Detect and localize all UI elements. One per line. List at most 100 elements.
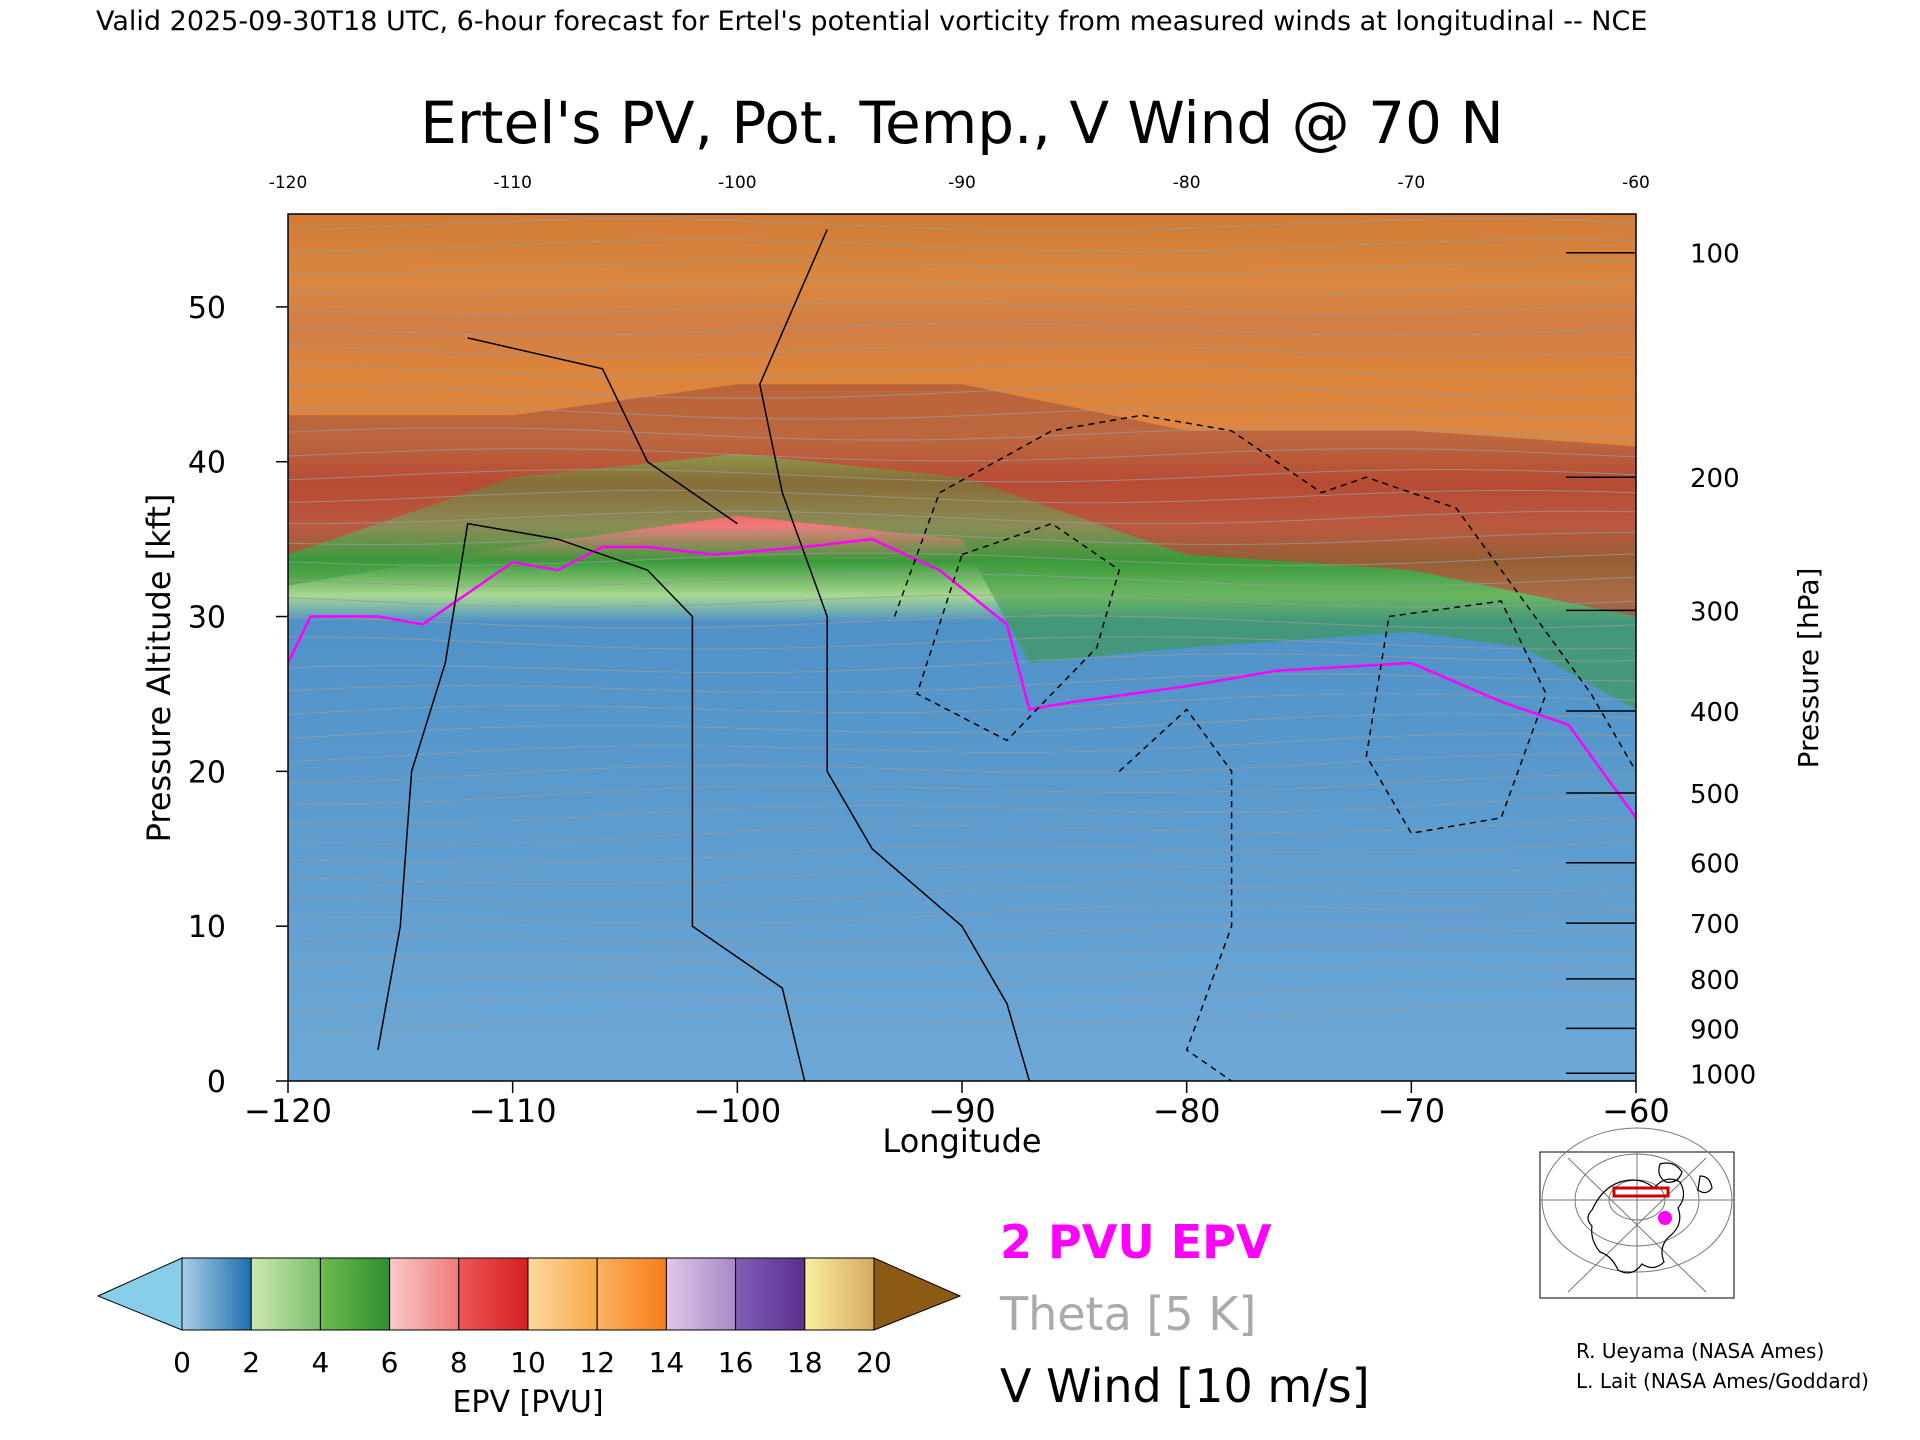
inset-track [1612, 1186, 1670, 1198]
theta-line [288, 364, 1636, 378]
chart-title: Ertel's PV, Pot. Temp., V Wind @ 70 N [420, 89, 1503, 157]
colorbar-tick-label: 4 [311, 1346, 329, 1379]
y-left-tick-label: 20 [188, 755, 226, 790]
y-right-tick-label: 100 [1690, 240, 1740, 270]
x-top-tick-label: -100 [718, 173, 757, 193]
x-top-tick-label: -120 [269, 173, 308, 193]
legend-theta: Theta [5 K] [999, 1287, 1256, 1341]
plot-area [288, 214, 1636, 1081]
colorbar-tick-label: 18 [787, 1346, 823, 1379]
y-axis-left-ticks: 0 10 20 30 40 50 [188, 291, 288, 1100]
v-wind-contours [377, 229, 1636, 1081]
theta-line [288, 904, 1636, 925]
colorbar-tick-label: 10 [510, 1346, 546, 1379]
theta-line [288, 864, 1636, 885]
y-right-tick-label: 200 [1690, 464, 1740, 494]
theta-line [288, 636, 1636, 650]
colorbar-tick-label: 6 [381, 1346, 399, 1379]
y-right-tick-label: 600 [1690, 850, 1740, 880]
y-left-tick-label: 0 [207, 1065, 226, 1100]
theta-line [288, 385, 1636, 399]
y-axis-right-label: Pressure [hPa] [1792, 568, 1825, 769]
colorbar-bin [804, 1257, 875, 1331]
colorbar-min-arrow [96, 1257, 183, 1331]
theta-line [288, 816, 1636, 845]
theta-line [288, 594, 1636, 608]
colorbar: 0 2 4 6 8 10 12 14 16 18 20 EPV [PVU] [96, 1257, 962, 1420]
theta-line [288, 301, 1636, 316]
theta-line [288, 489, 1636, 504]
colorbar-bin [181, 1257, 252, 1331]
v-wind-contour-line [467, 337, 738, 525]
y-right-tick-label: 900 [1690, 1015, 1740, 1045]
x-tick-label: −70 [1378, 1092, 1446, 1130]
valid-time-header: Valid 2025-09-30T18 UTC, 6-hour forecast… [96, 6, 1647, 37]
theta-line [288, 427, 1636, 441]
colorbar-tick-label: 0 [173, 1346, 191, 1379]
y-axis-right-ticks: 100 200 300 400 500 600 700 800 900 1000 [1566, 240, 1756, 1090]
theta-line [288, 322, 1636, 337]
x-tick-label: −100 [693, 1092, 781, 1130]
theta-line [288, 468, 1636, 483]
inset-locator-map [1539, 1127, 1735, 1299]
epv-2pvu-contour [288, 537, 1636, 819]
theta-line [288, 944, 1636, 965]
theta-line [288, 510, 1636, 525]
x-axis-ticks: −120 −110 −100 −90 −80 −70 −60 [244, 1081, 1670, 1130]
theta-line [288, 713, 1636, 739]
x-axis-top-ticks: -120 -110 -100 -90 -80 -70 -60 [269, 173, 1650, 193]
colorbar-bin [735, 1257, 806, 1331]
colorbar-bin [458, 1257, 529, 1331]
colorbar-tick-label: 2 [242, 1346, 260, 1379]
y-left-tick-label: 10 [188, 910, 226, 945]
legend: 2 PVU EPV Theta [5 K] V Wind [10 m/s] [999, 1215, 1370, 1413]
v-wind-contour-line [377, 522, 806, 1081]
inset-coastlines [1587, 1162, 1713, 1274]
theta-line [288, 673, 1636, 694]
y-right-tick-label: 700 [1690, 910, 1740, 940]
inset-location-marker [1658, 1211, 1672, 1225]
theta-line [288, 573, 1636, 587]
y-left-tick-label: 40 [188, 446, 226, 481]
y-right-tick-label: 1000 [1690, 1060, 1756, 1090]
colorbar-max-arrow [873, 1257, 962, 1331]
theta-line [288, 753, 1636, 785]
theta-line [288, 693, 1636, 715]
theta-line [288, 984, 1636, 1012]
theta-line [288, 1004, 1636, 1035]
theta-line [288, 884, 1636, 905]
colorbar-tick-label: 14 [649, 1346, 685, 1379]
x-top-tick-label: -110 [493, 173, 532, 193]
colorbar-label: EPV [PVU] [452, 1385, 603, 1420]
x-tick-label: −80 [1153, 1092, 1221, 1130]
y-left-tick-label: 30 [188, 601, 226, 636]
x-tick-label: −60 [1602, 1092, 1670, 1130]
y-right-tick-label: 500 [1690, 780, 1740, 810]
y-right-tick-label: 400 [1690, 698, 1740, 728]
v-wind-contour-line [1118, 708, 1233, 1081]
colorbar-tick-label: 8 [450, 1346, 468, 1379]
legend-epv-2pvu: 2 PVU EPV [1000, 1215, 1272, 1269]
colorbar-bin [389, 1257, 460, 1331]
theta-contours [288, 218, 1636, 1035]
x-axis-label: Longitude [882, 1122, 1041, 1160]
theta-line [288, 615, 1636, 629]
v-wind-contour-line [759, 229, 1031, 1081]
theta-line [288, 653, 1636, 674]
colorbar-bin [527, 1257, 598, 1331]
colorbar-bin [596, 1257, 667, 1331]
x-tick-label: −90 [928, 1092, 996, 1130]
colorbar-bin [319, 1257, 391, 1331]
theta-line [288, 773, 1636, 805]
y-axis-left-label: Pressure Altitude [kft] [140, 494, 178, 843]
theta-line [288, 924, 1636, 945]
credit-line-1: R. Ueyama (NASA Ames) [1576, 1339, 1824, 1363]
x-top-tick-label: -80 [1173, 173, 1201, 193]
theta-line [288, 964, 1636, 988]
credit-line-2: L. Lait (NASA Ames/Goddard) [1576, 1369, 1869, 1393]
y-left-tick-label: 50 [188, 291, 226, 326]
colorbar-tick-label: 12 [579, 1346, 615, 1379]
theta-line [288, 238, 1636, 253]
colorbar-tick-label: 16 [718, 1346, 754, 1379]
